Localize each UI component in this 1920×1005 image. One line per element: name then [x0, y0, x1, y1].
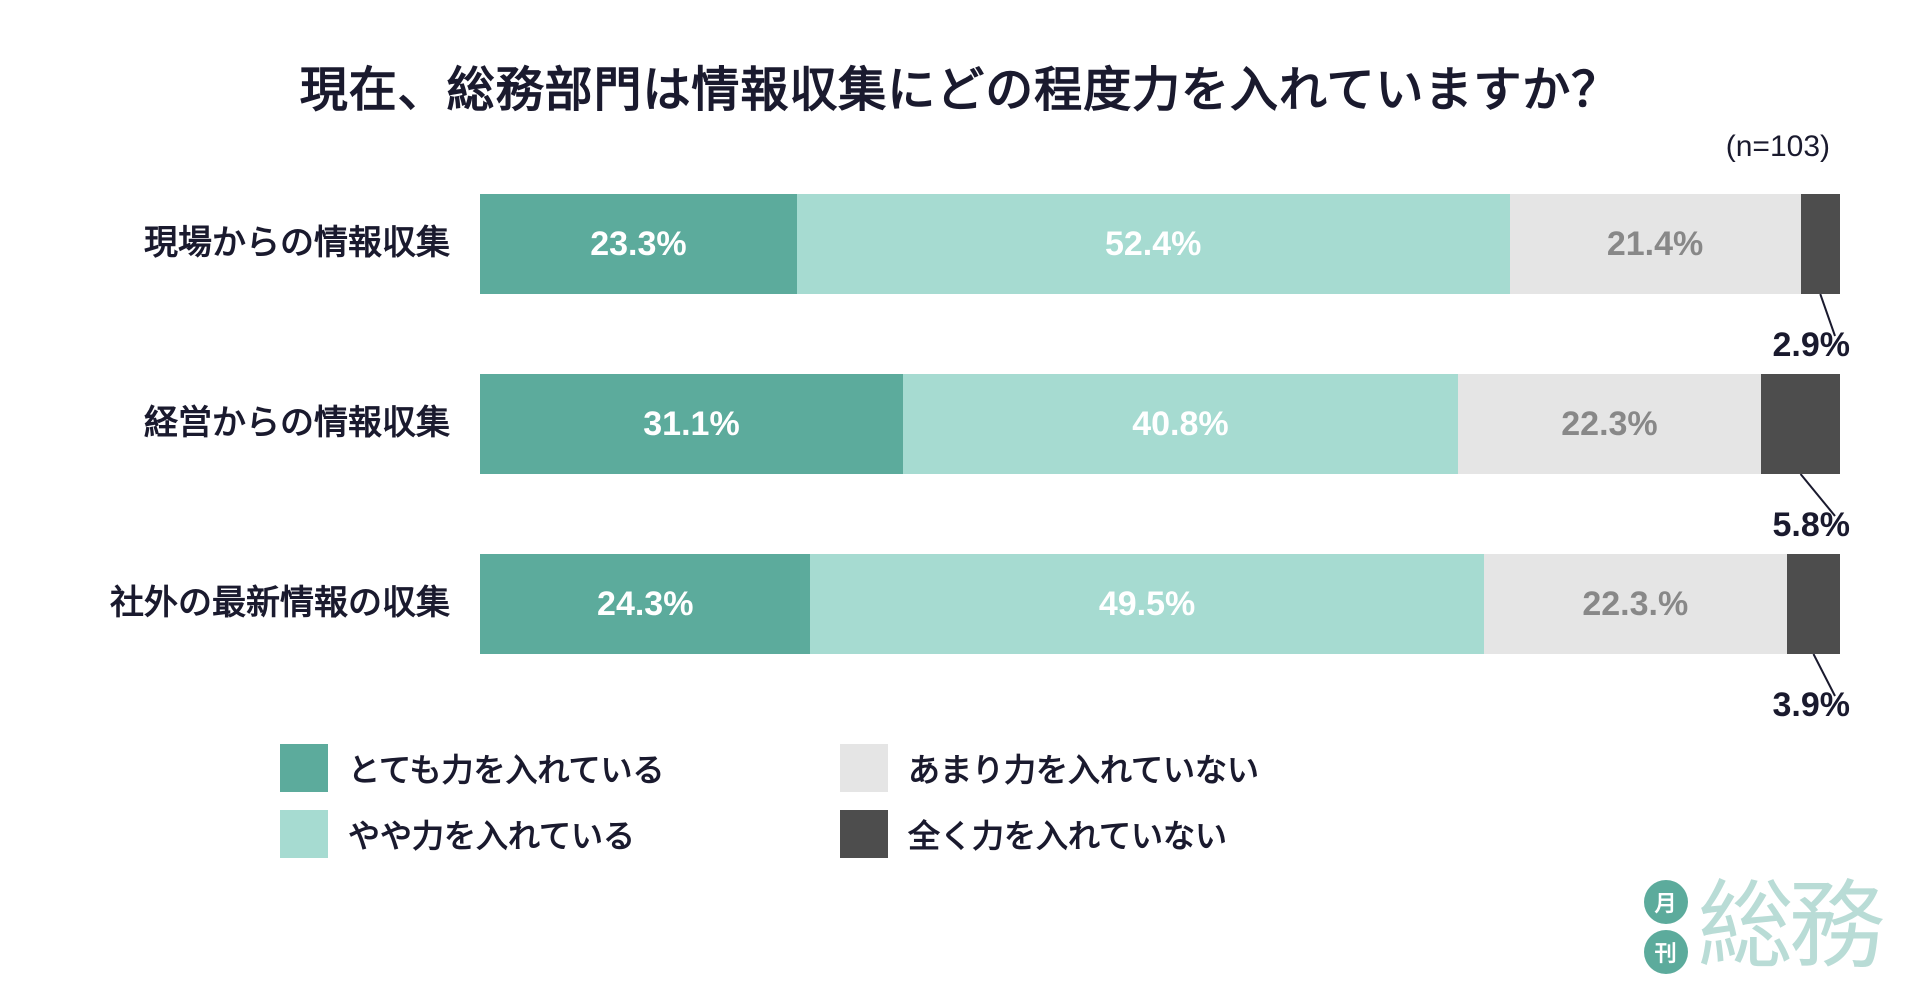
bar-segment-little: 22.3.% — [1484, 554, 1787, 654]
row-label: 社外の最新情報の収集 — [80, 554, 480, 654]
bar-segment-some: 49.5% — [810, 554, 1483, 654]
chart-row: 現場からの情報収集23.3%52.4%21.4%2.9% — [80, 194, 1840, 364]
brand-text: 総務 — [1698, 879, 1880, 975]
row-label: 経営からの情報収集 — [80, 374, 480, 474]
callout: 5.8% — [480, 474, 1840, 544]
legend: とても力を入れている あまり力を入れていないやや力を入れている 全く力を入れていない — [280, 744, 1840, 858]
legend-swatch — [280, 744, 328, 792]
callout: 3.9% — [480, 654, 1840, 724]
legend-item-very: とても力を入れている — [280, 744, 780, 792]
row-label: 現場からの情報収集 — [80, 194, 480, 294]
brand-badge-2: 刊 — [1644, 930, 1688, 974]
stacked-bar: 31.1%40.8%22.3% — [480, 374, 1840, 474]
chart-row: 社外の最新情報の収集24.3%49.5%22.3.%3.9% — [80, 554, 1840, 724]
chart-title: 現在、総務部門は情報収集にどの程度力を入れていますか？ — [80, 50, 1840, 120]
bar-segment-very: 31.1% — [480, 374, 903, 474]
legend-label: あまり力を入れていない — [908, 745, 1259, 791]
sample-size-label: (n=103) — [80, 130, 1840, 164]
chart-row: 経営からの情報収集31.1%40.8%22.3%5.8% — [80, 374, 1840, 544]
stacked-bar: 23.3%52.4%21.4% — [480, 194, 1840, 294]
callout-value: 2.9% — [1773, 326, 1851, 365]
callout-value: 3.9% — [1773, 686, 1851, 725]
legend-label: 全く力を入れていない — [908, 811, 1227, 857]
callout: 2.9% — [480, 294, 1840, 364]
legend-swatch — [280, 810, 328, 858]
bar-segment-some: 52.4% — [797, 194, 1510, 294]
bar-segment-none — [1787, 554, 1840, 654]
legend-item-none: 全く力を入れていない — [840, 810, 1340, 858]
legend-item-little: あまり力を入れていない — [840, 744, 1340, 792]
bar-segment-very: 23.3% — [480, 194, 797, 294]
brand-badge-1: 月 — [1644, 880, 1688, 924]
legend-swatch — [840, 744, 888, 792]
bar-segment-little: 21.4% — [1510, 194, 1801, 294]
bar-segment-some: 40.8% — [903, 374, 1458, 474]
callout-value: 5.8% — [1773, 506, 1851, 545]
bar-segment-none — [1761, 374, 1840, 474]
bar-segment-little: 22.3% — [1458, 374, 1761, 474]
legend-label: やや力を入れている — [348, 811, 635, 857]
legend-label: とても力を入れている — [348, 745, 664, 791]
bar-segment-none — [1801, 194, 1840, 294]
chart-rows: 現場からの情報収集23.3%52.4%21.4%2.9%経営からの情報収集31.… — [80, 194, 1840, 724]
bar-segment-very: 24.3% — [480, 554, 810, 654]
legend-item-some: やや力を入れている — [280, 810, 780, 858]
stacked-bar: 24.3%49.5%22.3.% — [480, 554, 1840, 654]
brand-logo: 月 刊 総務 — [1644, 879, 1880, 975]
legend-swatch — [840, 810, 888, 858]
